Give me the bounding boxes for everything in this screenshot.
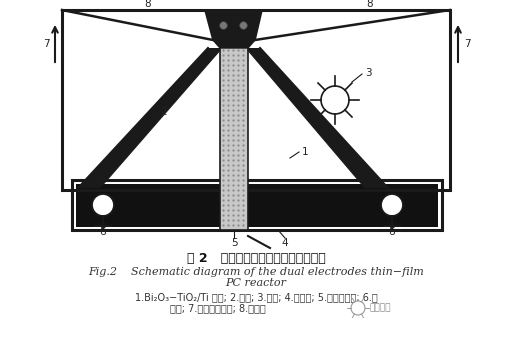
Text: 3: 3 <box>365 68 371 78</box>
Text: 图 2   斜置双极液膜光催化反应器示意: 图 2 斜置双极液膜光催化反应器示意 <box>187 252 325 266</box>
Polygon shape <box>78 48 222 188</box>
Polygon shape <box>246 48 388 188</box>
Text: 8: 8 <box>145 0 151 9</box>
Text: Fig.2    Schematic diagram of the dual electrodes thin−film: Fig.2 Schematic diagram of the dual elec… <box>88 267 424 277</box>
Circle shape <box>381 194 403 216</box>
Polygon shape <box>213 40 255 48</box>
Text: 4: 4 <box>282 238 288 248</box>
Text: 1: 1 <box>302 147 308 157</box>
Text: 8: 8 <box>367 0 373 9</box>
Text: 1.Bi₂O₃−TiO₂/Ti 阳极; 2.阴极; 3.光源; 4.反应池; 5.储液池支架; 6.蠕: 1.Bi₂O₃−TiO₂/Ti 阳极; 2.阴极; 3.光源; 4.反应池; 5… <box>134 292 378 302</box>
Circle shape <box>321 86 349 114</box>
Text: 7: 7 <box>464 39 470 49</box>
Polygon shape <box>76 184 438 227</box>
Circle shape <box>92 194 114 216</box>
Polygon shape <box>205 10 262 40</box>
Text: 6: 6 <box>100 227 106 237</box>
Text: 动泵; 7.废水流动方向; 8.储液池: 动泵; 7.废水流动方向; 8.储液池 <box>170 303 266 313</box>
Text: 7: 7 <box>43 39 49 49</box>
Text: 乾采环保: 乾采环保 <box>370 304 391 312</box>
Text: 6: 6 <box>389 227 396 237</box>
Polygon shape <box>220 10 248 230</box>
Text: PC reactor: PC reactor <box>226 278 286 288</box>
Circle shape <box>351 301 365 315</box>
Text: 2: 2 <box>161 107 167 117</box>
Text: 5: 5 <box>231 238 238 248</box>
